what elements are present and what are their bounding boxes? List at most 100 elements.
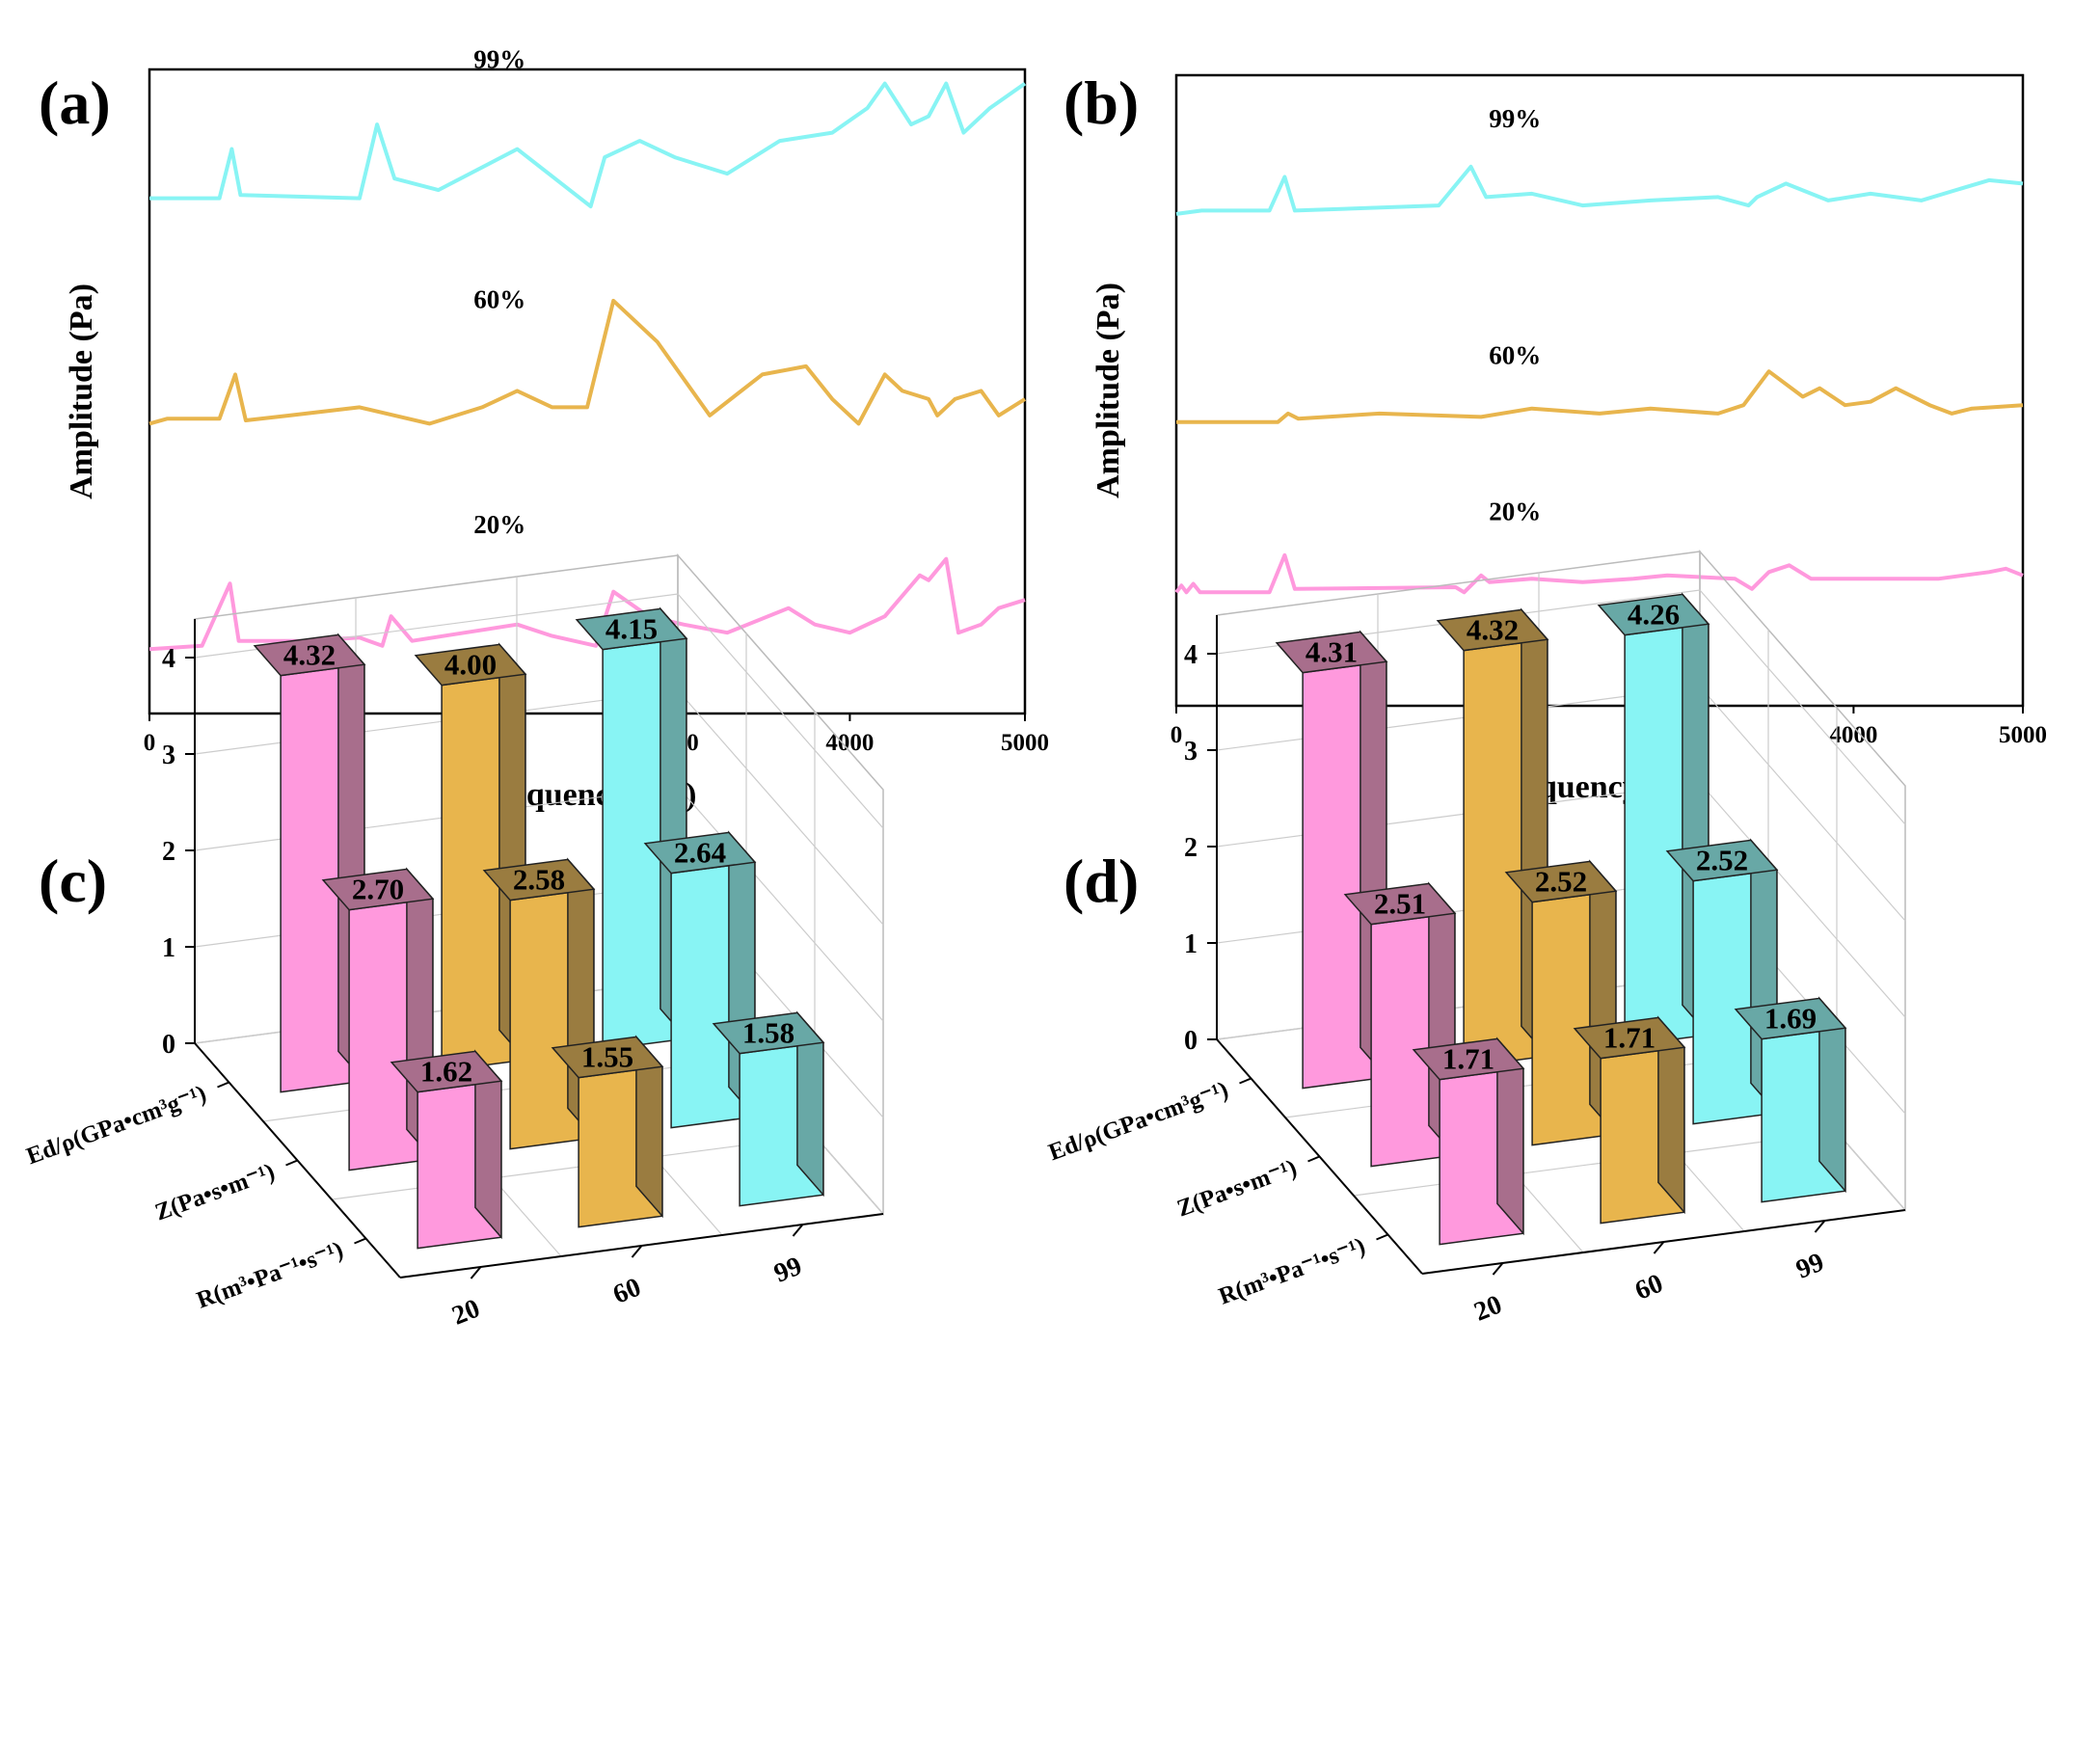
bar-20-row0: 4.31 <box>1275 630 1388 1090</box>
plot-frame <box>148 67 1027 715</box>
bar-20-row1: 2.51 <box>1343 881 1457 1168</box>
bar-value-label: 1.71 <box>1442 1042 1494 1076</box>
row-label: Z(Pa•s•m⁻¹) <box>151 1159 278 1226</box>
panel-b-line-chart: 010002000300040005000Frequency (Hz)Ampli… <box>1090 73 2047 805</box>
row-label: Ed/ρ(GPa•cm³g⁻¹) <box>1045 1077 1232 1166</box>
series-label: 99% <box>473 45 525 74</box>
z-tick-label: 4 <box>162 644 175 674</box>
bar-top-face <box>575 607 688 651</box>
bar-value-label: 2.52 <box>1696 844 1748 877</box>
series-label: 20% <box>473 510 525 539</box>
bar-top-face <box>1504 860 1618 903</box>
category-label: 99 <box>1792 1248 1829 1285</box>
row-label: R(m³•Pa⁻¹•s⁻¹) <box>194 1237 347 1314</box>
x-tick-mark <box>1653 1241 1665 1254</box>
row-label: Z(Pa•s•m⁻¹) <box>1173 1155 1300 1223</box>
series-line-99 <box>1175 164 2024 216</box>
bar-20-row1: 2.70 <box>321 867 435 1171</box>
bar-value-label: 4.31 <box>1306 635 1358 669</box>
z-tick-label: 1 <box>162 933 175 963</box>
y-axis-title: Amplitude (Pa) <box>64 283 99 499</box>
bar-20-row0: 4.32 <box>253 633 366 1093</box>
panel-label-b: (b) <box>1063 68 1139 137</box>
bar-value-label: 2.52 <box>1535 865 1587 899</box>
bar-top-face <box>1343 882 1457 926</box>
bar-value-label: 1.55 <box>581 1040 633 1074</box>
bar-top-face <box>321 868 435 911</box>
bar-value-label: 4.32 <box>1467 613 1519 647</box>
series-label: 99% <box>1489 104 1541 133</box>
category-label: 99 <box>770 1252 807 1289</box>
z-tick-label: 1 <box>1184 929 1198 959</box>
x-tick-mark <box>631 1245 643 1258</box>
floor-gridline <box>194 979 679 1044</box>
bar-value-label: 1.62 <box>420 1055 472 1089</box>
bar-top-face <box>712 1011 825 1055</box>
x-tick-label: 5000 <box>1999 722 2047 748</box>
z-tick-label: 2 <box>162 837 175 867</box>
row-label: Ed/ρ(GPa•cm³g⁻¹) <box>23 1081 210 1170</box>
y-tick-mark <box>217 1081 229 1089</box>
floor-gridline <box>331 1135 816 1200</box>
bar-60-row2: 1.71 <box>1573 1015 1686 1225</box>
z-tick-label: 2 <box>1184 833 1198 863</box>
z-tick-label: 4 <box>1184 640 1198 670</box>
floor-gridline <box>1353 1131 1838 1197</box>
panel-label-d: (d) <box>1063 847 1139 915</box>
bar-99-row2: 1.58 <box>712 1010 825 1207</box>
panel-c-3d-bar-chart: 0 1 2 3 4 20 60 99 Ed/ρ(GPa•cm³g⁻¹)Z(Pa•s•m⁻¹) R(… <box>23 553 884 1332</box>
series-line-20 <box>148 556 1026 652</box>
bar-value-label: 2.51 <box>1374 887 1426 921</box>
bar-top-face <box>253 633 366 677</box>
panel-a-line-chart: 010002000300040005000Frequency (Hz)Ampli… <box>64 45 1049 813</box>
floor-gridline <box>1284 1053 1769 1118</box>
y-tick-mark <box>1307 1155 1320 1163</box>
x-tick-label: 0 <box>144 730 156 756</box>
bar-top-face <box>1275 631 1388 674</box>
z-tick-label: 0 <box>1184 1026 1198 1056</box>
z-tick-label: 3 <box>162 740 175 770</box>
panel-d-3d-bar-chart: 0 1 2 3 4 20 60 99 Ed/ρ(GPa•cm³g⁻¹)Z(Pa•s•m⁻¹) R(… <box>1045 550 1906 1328</box>
bar-top-face <box>414 643 527 687</box>
series-line-60 <box>1176 369 2024 424</box>
y-axis-title: Amplitude (Pa) <box>1090 283 1126 498</box>
series-line-99 <box>149 81 1027 209</box>
y-tick-mark <box>354 1237 366 1245</box>
bar-99-row0: 4.15 <box>575 606 688 1051</box>
bar-99-row2: 1.69 <box>1734 996 1847 1203</box>
panel-label-c: (c) <box>39 847 107 915</box>
bar-value-label: 2.64 <box>674 836 726 870</box>
floor-gridline <box>262 1057 747 1122</box>
category-label: 20 <box>448 1294 485 1332</box>
x-tick-label: 0 <box>1171 722 1183 748</box>
row-label: R(m³•Pa⁻¹•s⁻¹) <box>1216 1233 1369 1310</box>
bar-value-label: 1.58 <box>742 1016 794 1050</box>
series-line-60 <box>148 298 1027 426</box>
bar-value-label: 1.69 <box>1764 1002 1817 1036</box>
x-tick-label: 5000 <box>1001 730 1049 756</box>
panel-label-a: (a) <box>39 68 111 137</box>
plot-frame <box>1174 73 2025 708</box>
x-tick-mark <box>470 1266 482 1279</box>
category-label: 20 <box>1470 1290 1507 1328</box>
y-tick-mark <box>1376 1233 1388 1241</box>
bar-top-face <box>1573 1016 1686 1060</box>
category-label: 60 <box>1631 1269 1668 1306</box>
bar-top-face <box>1436 608 1549 652</box>
bar-99-row1: 2.52 <box>1665 838 1779 1125</box>
bar-value-label: 2.58 <box>513 863 565 897</box>
x-tick-mark <box>1814 1220 1826 1233</box>
bar-value-label: 4.00 <box>444 648 497 682</box>
category-label: 60 <box>609 1273 646 1310</box>
z-tick-label: 0 <box>162 1030 175 1060</box>
y-tick-mark <box>285 1159 298 1167</box>
bar-value-label: 1.71 <box>1603 1021 1656 1055</box>
series-label: 60% <box>473 284 525 313</box>
series-label: 20% <box>1489 497 1541 525</box>
x-tick-mark <box>792 1224 804 1237</box>
bar-20-row2: 1.62 <box>390 1049 503 1250</box>
bar-60-row0: 4.00 <box>414 642 527 1072</box>
bar-20-row2: 1.71 <box>1412 1037 1525 1246</box>
bar-top-face <box>643 831 757 875</box>
